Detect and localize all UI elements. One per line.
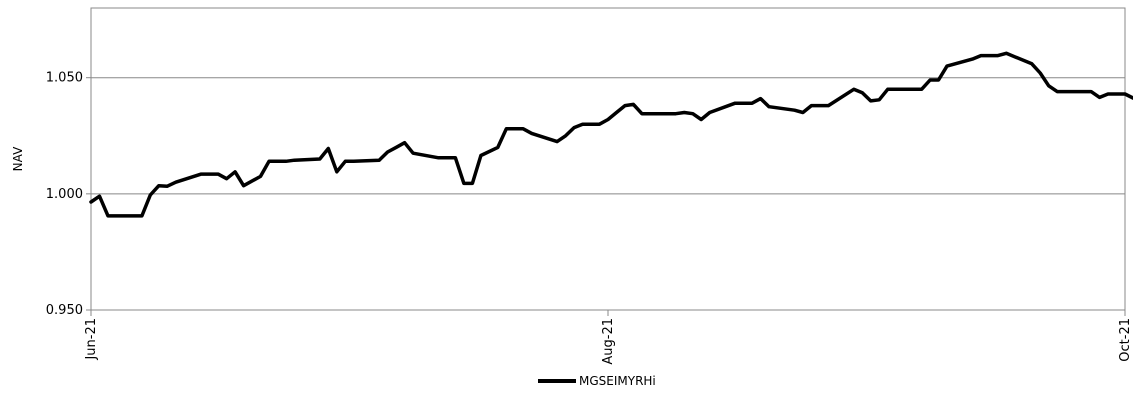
plot-frame <box>90 7 1126 311</box>
series-layer <box>89 51 1133 218</box>
x-tick-label: Oct-21 <box>1118 318 1133 362</box>
y-tick-label: 1.000 <box>46 187 83 202</box>
legend-label: MGSEIMYRHi <box>579 374 656 388</box>
y-tick-label: 0.950 <box>46 303 83 318</box>
y-axis-title: NAV <box>11 146 25 171</box>
gridlines <box>91 77 1125 195</box>
legend: MGSEIMYRHi <box>538 374 656 388</box>
tick-labels: 0.950 1.000 1.050 Jun-21 Aug-21 Oct-21 <box>46 71 1133 365</box>
series-line <box>89 51 1133 218</box>
axes <box>86 7 1126 316</box>
x-tick-label: Jun-21 <box>84 318 99 361</box>
x-tick-label: Aug-21 <box>601 318 616 365</box>
y-tick-label: 1.050 <box>46 71 83 86</box>
